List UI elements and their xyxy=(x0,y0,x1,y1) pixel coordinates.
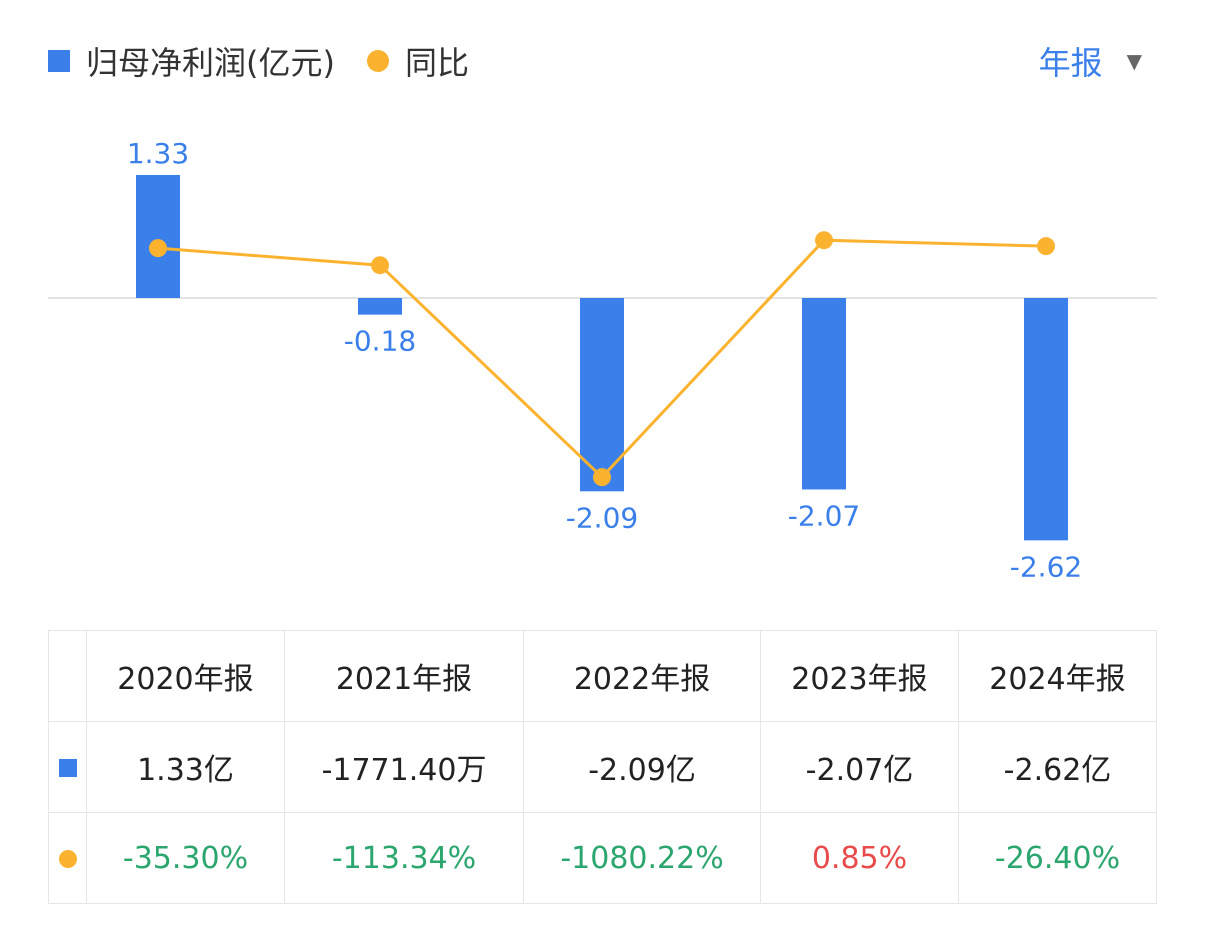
table-cell: -1771.40万 xyxy=(283,721,525,813)
bar-data-label: -2.09 xyxy=(566,501,638,534)
bar xyxy=(580,298,624,492)
table-row-profit: 1.33亿 -1771.40万 -2.09亿 -2.07亿 -2.62亿 xyxy=(48,721,1158,813)
table-cell: -35.30% xyxy=(86,812,285,904)
table-cell: 2020年报 xyxy=(86,630,285,722)
bar xyxy=(802,298,846,490)
table-cell: -26.40% xyxy=(957,812,1158,904)
bar-data-label: -2.07 xyxy=(788,499,860,532)
bar-marker-icon xyxy=(58,758,77,777)
period-selector[interactable]: 年报 ▼ xyxy=(1039,38,1142,84)
yoy-point xyxy=(1037,237,1055,256)
yoy-point xyxy=(371,256,389,275)
period-selector-label: 年报 xyxy=(1038,44,1103,82)
bar-data-label: -0.18 xyxy=(344,325,416,358)
table-cell: 2024年报 xyxy=(957,630,1158,722)
yoy-point xyxy=(593,468,611,487)
table-cell: 2021年报 xyxy=(283,630,525,722)
table-cell: -113.34% xyxy=(283,812,525,904)
bar xyxy=(136,174,180,298)
table-cell: 2023年报 xyxy=(760,630,959,722)
bar xyxy=(358,298,402,315)
table-cell: -1080.22% xyxy=(523,812,761,904)
line-legend-marker xyxy=(366,50,389,72)
bar xyxy=(1024,298,1068,541)
table-cell: -2.62亿 xyxy=(957,721,1158,813)
table-cell: 0.85% xyxy=(760,812,959,904)
bar-legend-marker xyxy=(48,50,70,72)
table-header-row: 2020年报 2021年报 2022年报 2023年报 2024年报 xyxy=(48,630,1158,722)
data-table: 2020年报 2021年报 2022年报 2023年报 2024年报 1.33亿 -177… xyxy=(48,630,1158,904)
bar-data-label: 1.33 xyxy=(127,137,189,170)
table-row-yoy: -35.30% -113.34% -1080.22% 0.85% -26.40% xyxy=(48,812,1158,904)
table-cell: -2.07亿 xyxy=(760,721,959,813)
table-cell: 2022年报 xyxy=(523,630,761,722)
chart: 1.33 -0.18 -2.09 -2.07 -2.62 xyxy=(48,137,1157,583)
line-legend-label: 同比 xyxy=(404,44,469,82)
bar-legend-label: 归母净利润(亿元) xyxy=(86,44,335,82)
yoy-point xyxy=(815,231,833,250)
legend: 归母净利润(亿元) 同比 xyxy=(48,38,469,84)
bar-data-label: -2.62 xyxy=(1010,550,1082,583)
line-marker-icon xyxy=(58,849,77,868)
yoy-point xyxy=(149,239,167,258)
table-cell: -2.09亿 xyxy=(523,721,761,813)
dropdown-triangle-icon: ▼ xyxy=(1126,49,1142,73)
table-cell: 1.33亿 xyxy=(86,721,285,813)
